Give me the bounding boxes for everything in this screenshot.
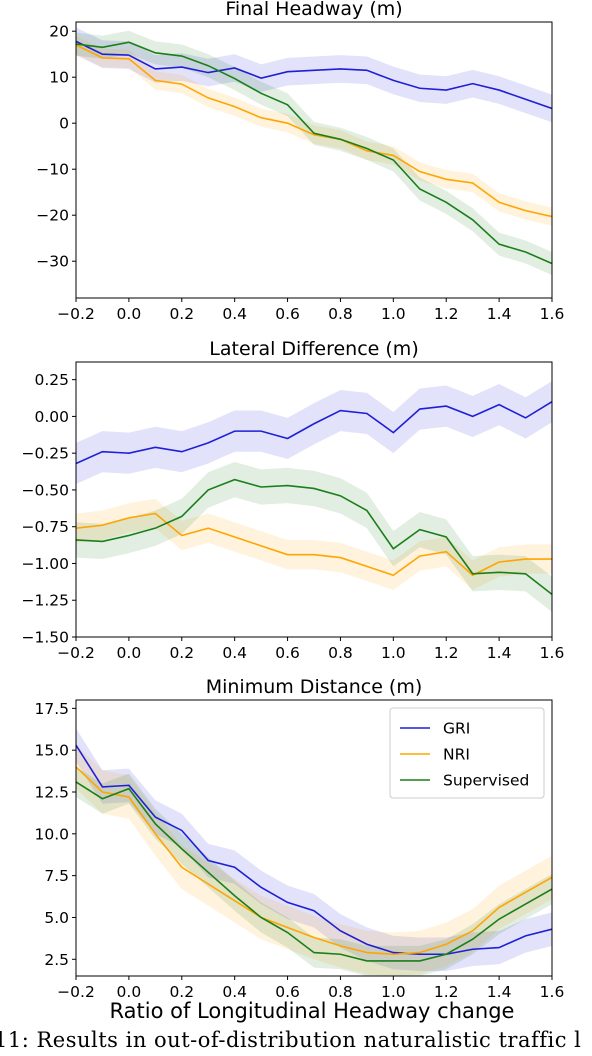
lateral-difference-xtick-label: 1.4 — [487, 644, 512, 662]
lateral-difference-xtick-label: 0.4 — [222, 644, 247, 662]
legend-box — [389, 707, 545, 799]
final-headway-ytick-label: −10 — [36, 161, 69, 179]
final-headway-xtick-label: 1.2 — [434, 305, 459, 323]
lateral-difference-xtick-label: 1.6 — [540, 644, 565, 662]
final-headway-xtick-label: 1.6 — [540, 305, 565, 323]
minimum-distance-xtick-label: 0.0 — [117, 983, 142, 1001]
lateral-difference-supervised-line — [76, 478, 552, 595]
lateral-difference-plot-area — [76, 381, 552, 612]
lateral-difference-ytick-label: 0.25 — [34, 371, 69, 389]
minimum-distance-ytick-label: 15.0 — [34, 742, 69, 760]
lateral-difference-axes-frame — [75, 361, 553, 638]
minimum-distance-supervised-line — [76, 781, 552, 962]
final-headway-supervised-line — [76, 41, 552, 265]
legend-label-gri: GRI — [443, 720, 470, 738]
minimum-distance-axes-frame — [75, 699, 553, 977]
final-headway-xtick-label: 0.8 — [328, 305, 353, 323]
x-axis-label: Ratio of Longitudinal Headway change — [110, 999, 515, 1023]
minimum-distance-gri-band — [76, 728, 552, 971]
minimum-distance-ytick-label: 7.5 — [44, 867, 69, 885]
final-headway-xtick-label: 1.4 — [487, 305, 512, 323]
lateral-difference-nri-line — [76, 512, 552, 577]
lateral-difference-ytick-label: −0.75 — [22, 518, 70, 536]
minimum-distance-ytick-label: 2.5 — [44, 951, 69, 969]
legend-label-nri: NRI — [443, 746, 470, 764]
minimum-distance-gri-line — [76, 744, 552, 956]
final-headway-ytick-label: −30 — [36, 253, 69, 271]
minimum-distance-nri-line — [76, 766, 552, 956]
lateral-difference-ytick-label: −0.25 — [22, 445, 70, 463]
lateral-difference-gri-line — [76, 401, 552, 465]
lateral-difference-xtick-label: 0.2 — [169, 644, 194, 662]
lateral-difference-ytick-label: 0.00 — [34, 408, 69, 426]
final-headway-supervised-band — [76, 30, 552, 275]
lateral-difference-chart: Lateral Difference (m) −0.2 0.0 0.2 0.4 0.6 0.… — [22, 338, 565, 662]
minimum-distance-xtick-label: 1.6 — [540, 983, 565, 1001]
minimum-distance-xtick-label: −0.2 — [57, 983, 95, 1001]
minimum-distance-title: Minimum Distance (m) — [206, 676, 423, 698]
lateral-difference-gri-band — [76, 381, 552, 485]
lateral-difference-title: Lateral Difference (m) — [209, 338, 418, 360]
lateral-difference-xtick-label: 1.2 — [434, 644, 459, 662]
lateral-difference-xtick-label: 0.6 — [275, 644, 300, 662]
figure-caption: 11: Results in out-of-distribution natur… — [0, 1028, 582, 1052]
minimum-distance-xtick-label: 0.6 — [275, 983, 300, 1001]
minimum-distance-xtick-label: 0.4 — [222, 983, 247, 1001]
final-headway-nri-line — [76, 44, 552, 218]
legend-label-supervised: Supervised — [443, 772, 529, 790]
lateral-difference-xtick-label: 0.8 — [328, 644, 353, 662]
final-headway-gri-band — [76, 27, 552, 123]
final-headway-ytick-label: 20 — [49, 23, 69, 41]
final-headway-xtick-label: 0.4 — [222, 305, 247, 323]
final-headway-nri-band — [76, 35, 552, 226]
minimum-distance-plot-area — [76, 728, 552, 976]
minimum-distance-xtick-label: 1.0 — [381, 983, 406, 1001]
lateral-difference-ytick-label: −1.00 — [22, 555, 70, 573]
final-headway-xtick-label: 0.0 — [117, 305, 142, 323]
final-headway-ytick-label: −20 — [36, 207, 69, 225]
final-headway-ytick-label: 0 — [59, 115, 69, 133]
final-headway-xtick-label: 1.0 — [381, 305, 406, 323]
lateral-difference-ytick-label: −1.50 — [22, 629, 70, 647]
minimum-distance-legend: GRI NRI Supervised — [389, 707, 545, 799]
minimum-distance-xtick-label: 1.4 — [487, 983, 512, 1001]
final-headway-xtick-label: 0.6 — [275, 305, 300, 323]
final-headway-plot-area — [76, 27, 552, 275]
minimum-distance-ytick-label: 10.0 — [34, 825, 69, 843]
final-headway-xtick-label: −0.2 — [57, 305, 95, 323]
lateral-difference-supervised-band — [76, 462, 552, 612]
minimum-distance-xtick-label: 1.2 — [434, 983, 459, 1001]
lateral-difference-nri-band — [76, 498, 552, 590]
minimum-distance-ytick-label: 5.0 — [44, 909, 69, 927]
final-headway-axes-frame — [75, 21, 553, 299]
minimum-distance-ytick-label: 17.5 — [34, 700, 69, 718]
lateral-difference-xtick-label: 1.0 — [381, 644, 406, 662]
minimum-distance-ytick-label: 12.5 — [34, 784, 69, 802]
final-headway-xtick-label: 0.2 — [169, 305, 194, 323]
minimum-distance-xtick-label: 0.2 — [169, 983, 194, 1001]
final-headway-ytick-label: 10 — [49, 69, 69, 87]
lateral-difference-ytick-label: −0.50 — [22, 481, 70, 499]
final-headway-gri-line — [76, 40, 552, 110]
minimum-distance-xtick-label: 0.8 — [328, 983, 353, 1001]
lateral-difference-xtick-label: −0.2 — [57, 644, 95, 662]
final-headway-title: Final Headway (m) — [225, 0, 402, 20]
lateral-difference-ytick-label: −1.25 — [22, 592, 70, 610]
minimum-distance-nri-band — [76, 745, 552, 976]
final-headway-chart: Final Headway (m) −0.2 0.0 0.2 0.4 0.6 0.8 1.0 1… — [36, 0, 564, 323]
lateral-difference-xtick-label: 0.0 — [117, 644, 142, 662]
minimum-distance-supervised-band — [76, 766, 552, 976]
minimum-distance-chart: Minimum Distance (m) −0.2 0.0 0.2 0.4 0.6 0.8 1… — [34, 676, 564, 1001]
